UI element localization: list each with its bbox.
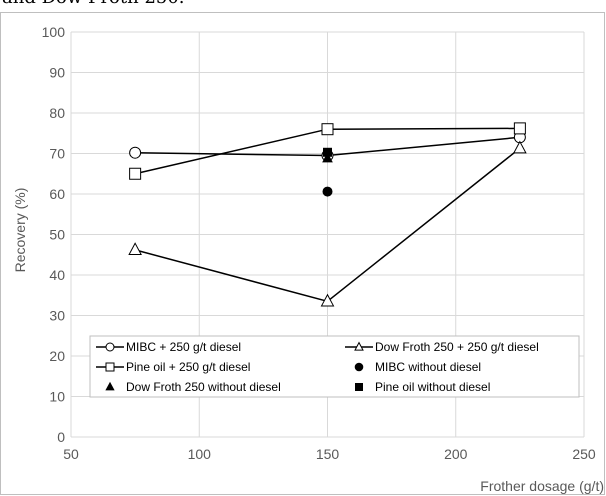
x-tick-label: 50 — [63, 446, 79, 462]
triangle-marker — [322, 152, 333, 163]
y-tick-label: 80 — [49, 105, 65, 121]
legend: MIBC + 250 g/t diesel Dow Froth 250 + 250… — [89, 335, 580, 398]
legend-box — [89, 335, 580, 398]
x-tick-label: 200 — [444, 446, 468, 462]
legend-label: MIBC without diesel — [375, 360, 481, 374]
circle-marker — [129, 146, 142, 159]
legend-label: MIBC + 250 g/t diesel — [126, 340, 241, 354]
legend-item: MIBC + 250 g/t diesel — [96, 340, 241, 354]
y-tick-label: 100 — [42, 24, 66, 40]
legend-item: Pine oil without diesel — [355, 380, 490, 394]
legend-item: MIBC without diesel — [354, 360, 481, 374]
y-tick-label: 70 — [49, 146, 65, 162]
square-marker — [321, 123, 334, 136]
y-tick-label: 60 — [49, 186, 65, 202]
circle-marker — [322, 186, 333, 197]
y-tick-label: 0 — [57, 429, 65, 445]
square-marker — [129, 167, 142, 180]
legend-label: Dow Froth 250 without diesel — [126, 380, 281, 394]
triangle-marker — [320, 293, 335, 307]
y-tick-label: 20 — [49, 348, 65, 364]
grid-lines — [70, 31, 585, 438]
x-tick-label: 250 — [572, 446, 596, 462]
y-tick-label: 50 — [49, 227, 65, 243]
y-tick-label: 10 — [49, 389, 65, 405]
legend-label: Pine oil + 250 g/t diesel — [126, 360, 250, 374]
y-tick-label: 30 — [49, 308, 65, 324]
triangle-marker — [128, 242, 142, 256]
chart-border — [0, 12, 605, 495]
x-tick-label: 150 — [316, 446, 340, 462]
x-axis-title: Frother dosage (g/t) — [480, 478, 604, 494]
triangle-marker — [354, 341, 364, 351]
x-tick-labels: 50 100 150 200 250 — [63, 446, 596, 462]
triangle-marker — [105, 381, 115, 391]
square-marker — [513, 122, 526, 135]
y-tick-label: 90 — [49, 65, 65, 81]
legend-item: Dow Froth 250 + 250 g/t diesel — [345, 340, 539, 354]
x-tick-label: 100 — [188, 446, 212, 462]
series-markers — [128, 122, 527, 307]
header-text-snippet: and Dow Froth 250. — [2, 0, 302, 13]
square-marker — [105, 362, 115, 372]
y-tick-labels: 0 10 20 30 40 50 60 70 80 90 100 — [42, 24, 66, 445]
triangle-marker — [513, 140, 527, 154]
legend-label: Dow Froth 250 + 250 g/t diesel — [375, 340, 539, 354]
y-axis-title: Recovery (%) — [12, 188, 28, 273]
legend-item: Pine oil + 250 g/t diesel — [96, 360, 250, 374]
circle-marker — [354, 362, 364, 372]
circle-marker — [105, 342, 115, 352]
square-marker — [355, 383, 363, 391]
legend-item: Dow Froth 250 without diesel — [105, 380, 281, 394]
y-tick-label: 40 — [49, 267, 65, 283]
legend-label: Pine oil without diesel — [375, 380, 490, 394]
square-marker — [323, 147, 332, 157]
